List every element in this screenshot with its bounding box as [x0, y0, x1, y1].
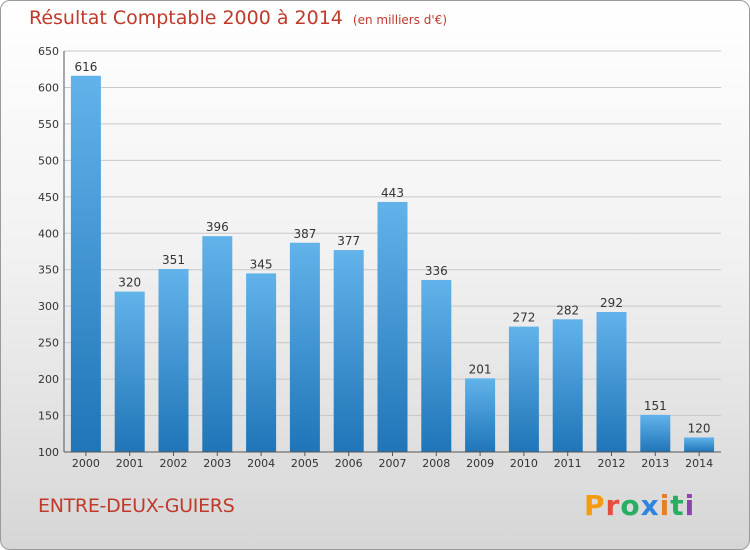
axes: 100 150 200 250 300 350 400 450 500 550 600 650 2000… — [38, 45, 721, 470]
bar-value-label: 292 — [600, 296, 623, 310]
x-tick-label: 2003 — [203, 457, 231, 470]
commune-name: ENTRE-DEUX-GUIERS — [38, 495, 235, 517]
bar — [421, 279, 452, 452]
x-tick-label: 2010 — [510, 457, 538, 470]
bar — [202, 236, 233, 452]
y-tick-label: 200 — [38, 373, 59, 386]
x-tick-label: 2006 — [335, 457, 363, 470]
bar — [246, 273, 277, 452]
proxiti-logo[interactable]: Proxiti — [584, 489, 695, 522]
bar — [684, 437, 715, 452]
x-tick-label: 2007 — [379, 457, 407, 470]
bar-value-label: 387 — [293, 227, 316, 241]
logo-letter: o — [620, 489, 641, 522]
logo-letter: x — [640, 489, 660, 522]
bar — [158, 268, 189, 452]
chart-title: Résultat Comptable 2000 à 2014 (en millie… — [29, 7, 447, 29]
chart-subtitle: (en milliers d'€) — [352, 13, 448, 27]
y-tick-label: 150 — [38, 410, 59, 423]
bar-series — [70, 75, 715, 452]
bar-value-label: 201 — [469, 362, 492, 376]
bar-value-label: 396 — [206, 220, 229, 234]
y-tick-label: 100 — [38, 446, 59, 459]
logo-letter: i — [684, 489, 696, 522]
bar — [465, 378, 496, 452]
data-labels: 616 320 351 396 345 387 377 443 336 201 272 282 292 1… — [74, 60, 710, 436]
x-tick-label: 2011 — [554, 457, 582, 470]
bar-value-label: 151 — [644, 399, 667, 413]
logo-letter: t — [670, 489, 685, 522]
x-tick-label: 2005 — [291, 457, 319, 470]
x-tick-label: 2000 — [72, 457, 100, 470]
x-tick-label: 2002 — [160, 457, 188, 470]
bar-value-label: 272 — [512, 311, 535, 325]
logo-letter: r — [605, 489, 621, 522]
chart-title-text: Résultat Comptable 2000 à 2014 — [29, 7, 343, 29]
y-tick-label: 400 — [38, 227, 59, 240]
bar — [333, 250, 364, 452]
bar-value-label: 320 — [118, 276, 141, 290]
bar-value-label: 345 — [250, 257, 273, 271]
x-tick-label: 2001 — [116, 457, 144, 470]
y-tick-label: 500 — [38, 154, 59, 167]
bar — [114, 291, 145, 452]
y-tick-label: 450 — [38, 191, 59, 204]
bar-value-label: 282 — [556, 303, 579, 317]
x-tick-label: 2004 — [247, 457, 275, 470]
x-tick-label: 2014 — [685, 457, 713, 470]
x-tick-label: 2012 — [598, 457, 626, 470]
bar — [508, 326, 539, 452]
logo-letter: P — [584, 489, 606, 522]
y-tick-label: 600 — [38, 81, 59, 94]
bar — [596, 312, 627, 452]
bar-value-label: 616 — [74, 60, 97, 74]
y-tick-label: 650 — [38, 45, 59, 58]
x-tick-label: 2013 — [641, 457, 669, 470]
y-tick-label: 550 — [38, 118, 59, 131]
y-tick-label: 250 — [38, 337, 59, 350]
logo-letter: i — [659, 489, 671, 522]
x-tick-label: 2009 — [466, 457, 494, 470]
y-tick-label: 300 — [38, 300, 59, 313]
bar-value-label: 377 — [337, 234, 360, 248]
bar-value-label: 351 — [162, 253, 185, 267]
bar — [640, 414, 671, 452]
bar — [289, 242, 320, 452]
y-tick-label: 350 — [38, 264, 59, 277]
bar — [70, 75, 101, 452]
bar-value-label: 443 — [381, 186, 404, 200]
bar-value-label: 120 — [688, 421, 711, 435]
bar-value-label: 336 — [425, 264, 448, 278]
bar — [377, 201, 408, 452]
x-tick-label: 2008 — [422, 457, 450, 470]
bar — [552, 319, 583, 452]
